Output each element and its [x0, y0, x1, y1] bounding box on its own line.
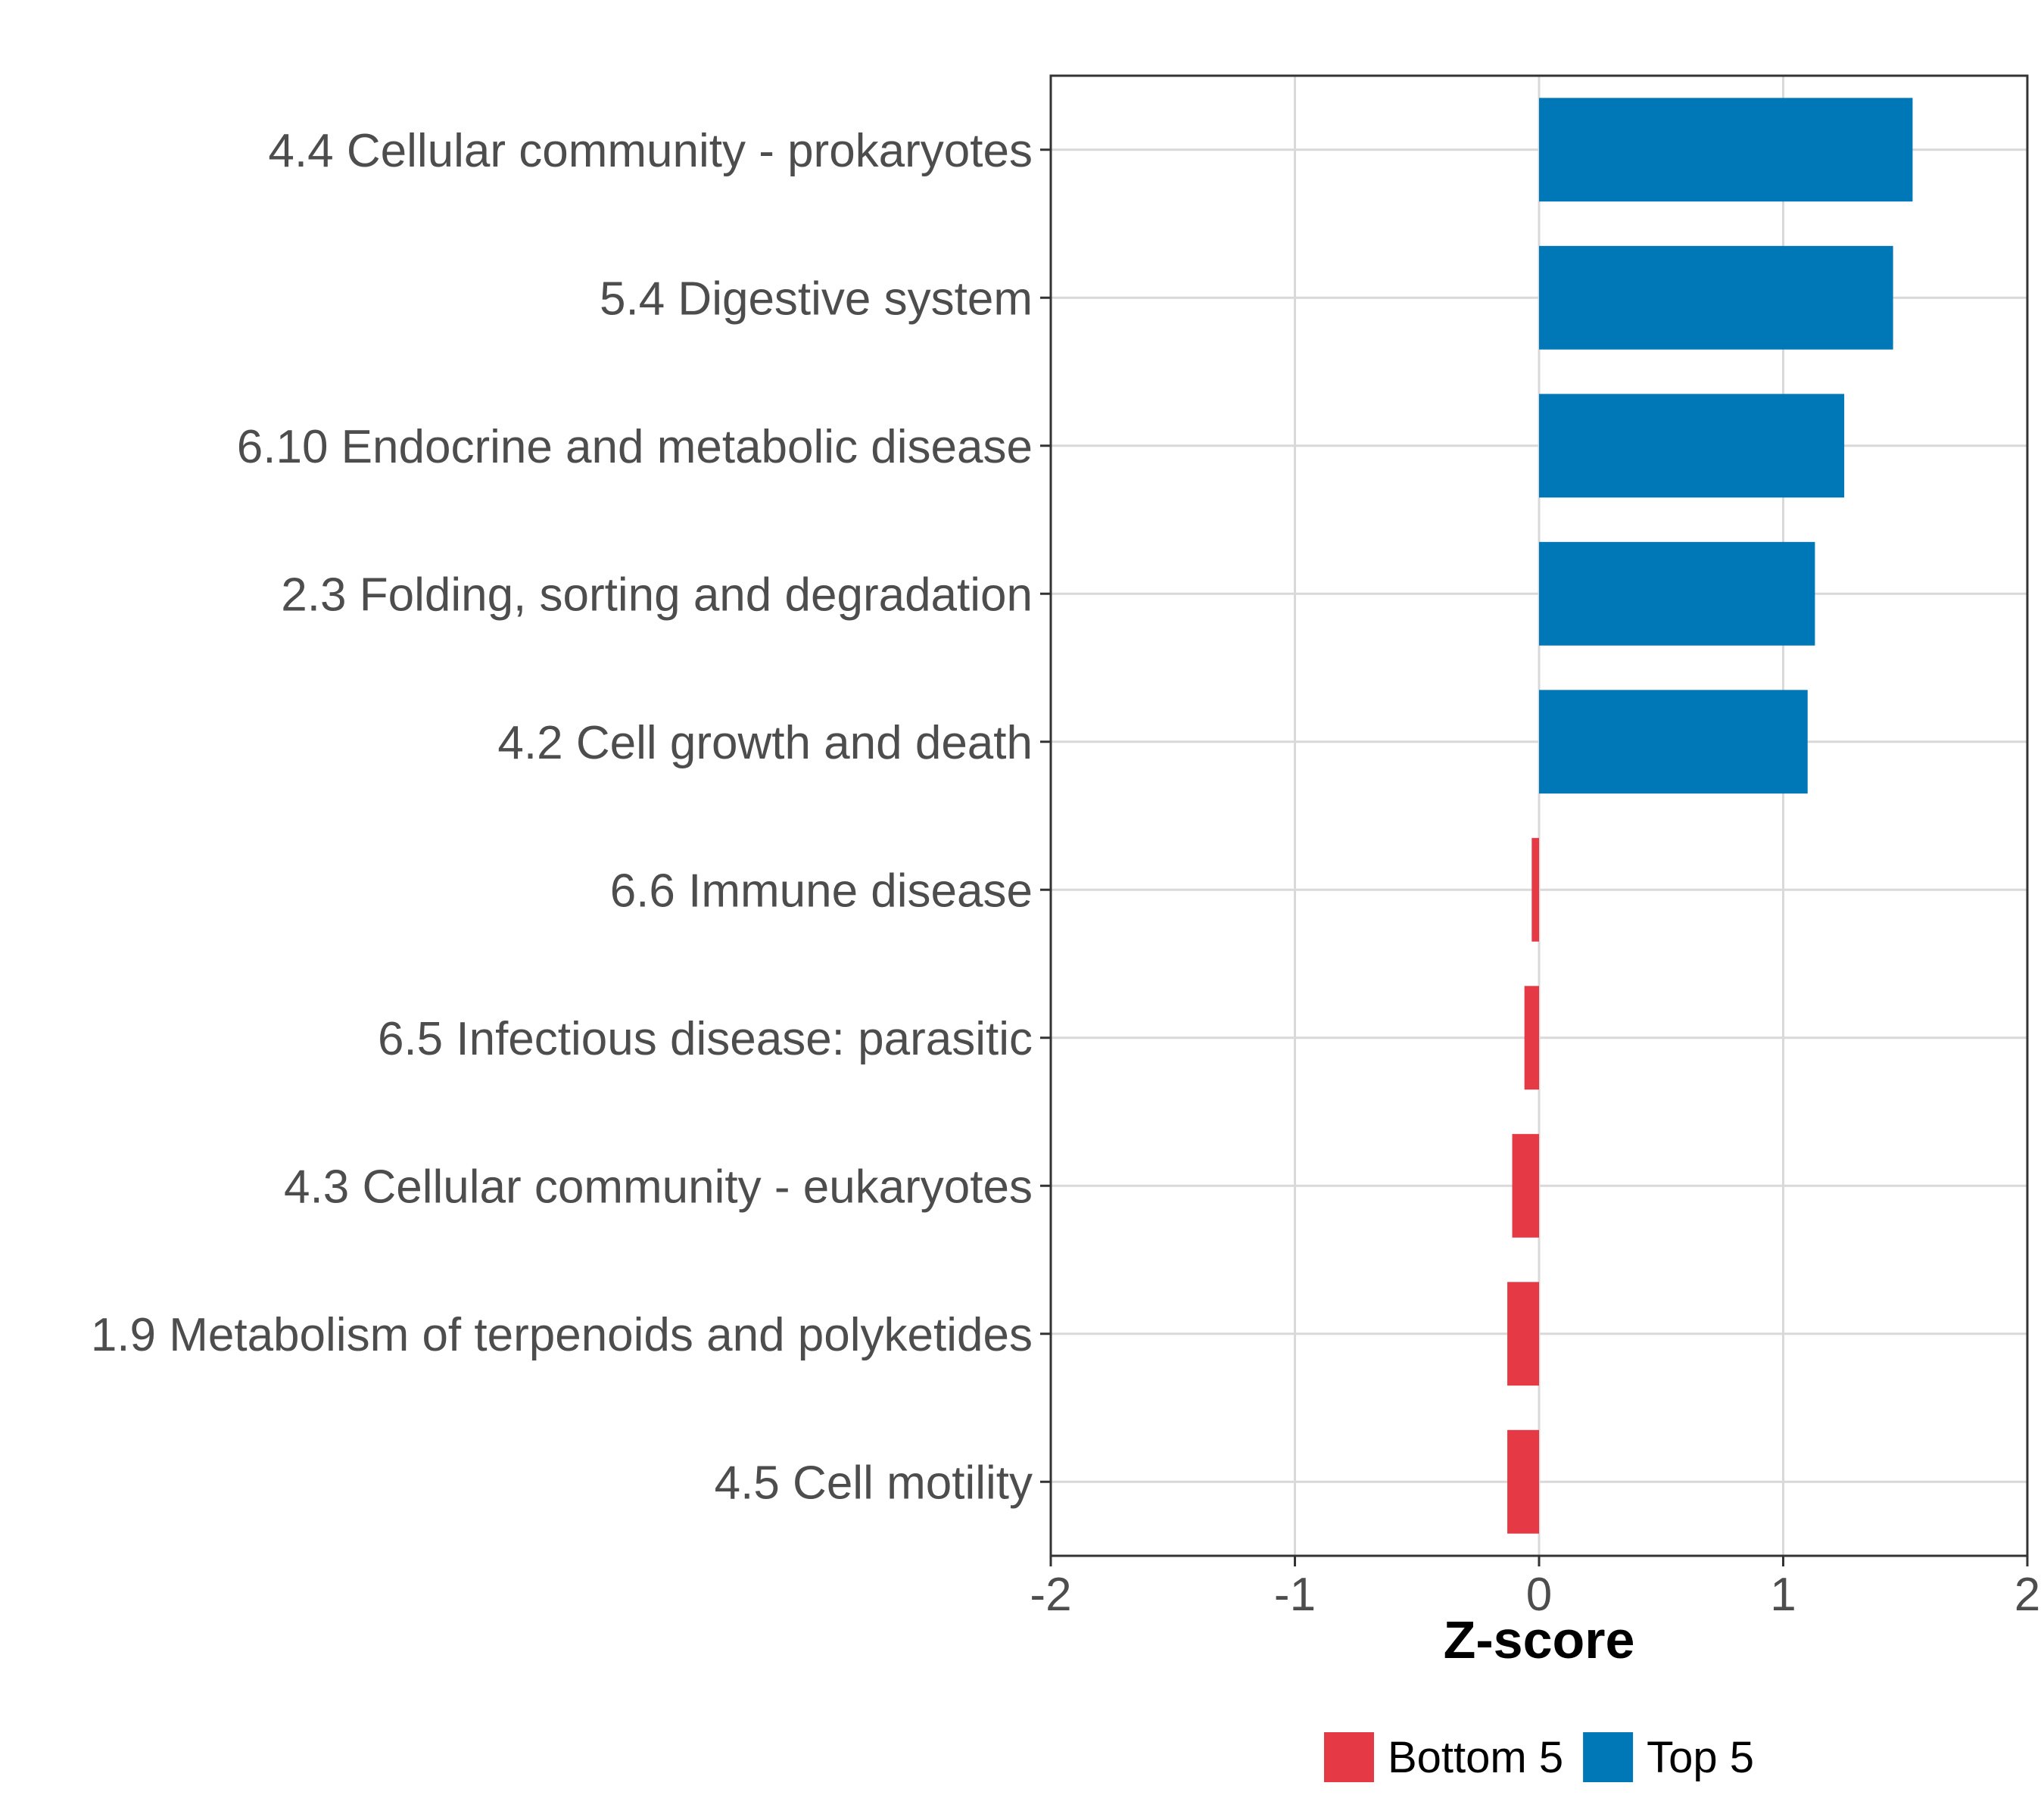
x-tick-label: 2: [2014, 1569, 2040, 1621]
bar: [1524, 986, 1539, 1090]
legend-label: Top 5: [1647, 1733, 1754, 1782]
bar: [1507, 1429, 1539, 1534]
legend-key: [1583, 1732, 1634, 1782]
y-tick-label: 4.3 Cellular community - eukaryotes: [284, 1161, 1033, 1213]
y-tick-label: 5.4 Digestive system: [600, 273, 1033, 325]
x-tick-label: -2: [1030, 1569, 1071, 1621]
x-tick-label: -1: [1274, 1569, 1316, 1621]
y-tick-label: 4.2 Cell growth and death: [497, 717, 1033, 769]
bar: [1507, 1282, 1539, 1386]
bar: [1539, 394, 1845, 498]
y-axis-ticks: 4.4 Cellular community - prokaryotes 5.4 …: [91, 125, 1051, 1509]
bar: [1539, 690, 1808, 794]
legend: Bottom 5 Top 5: [1323, 1732, 1754, 1782]
bar: [1531, 837, 1539, 942]
y-tick-label: 6.10 Endocrine and metabolic disease: [237, 421, 1033, 473]
legend-key: [1323, 1732, 1374, 1782]
y-tick-label: 6.6 Immune disease: [610, 865, 1033, 917]
bar: [1539, 98, 1913, 202]
legend-label: Bottom 5: [1388, 1733, 1563, 1782]
bar: [1539, 245, 1893, 350]
bar: [1512, 1133, 1539, 1238]
y-tick-label: 6.5 Infectious disease: parasitic: [378, 1013, 1033, 1065]
y-tick-label: 1.9 Metabolism of terpenoids and polyket…: [91, 1309, 1033, 1361]
x-tick-label: 1: [1770, 1569, 1796, 1621]
bar: [1539, 541, 1815, 646]
y-tick-label: 4.5 Cell motility: [715, 1457, 1033, 1509]
x-tick-label: 0: [1526, 1569, 1552, 1621]
legend-item: Top 5: [1583, 1732, 1754, 1782]
y-tick-label: 2.3 Folding, sorting and degradation: [281, 569, 1033, 621]
legend-item: Bottom 5: [1323, 1732, 1563, 1782]
x-axis-ticks: -2 -1 0 1 2: [1030, 1556, 2040, 1621]
bars: [1507, 98, 1913, 1534]
x-axis-title: Z-score: [1444, 1610, 1635, 1669]
y-tick-label: 4.4 Cellular community - prokaryotes: [268, 125, 1033, 177]
